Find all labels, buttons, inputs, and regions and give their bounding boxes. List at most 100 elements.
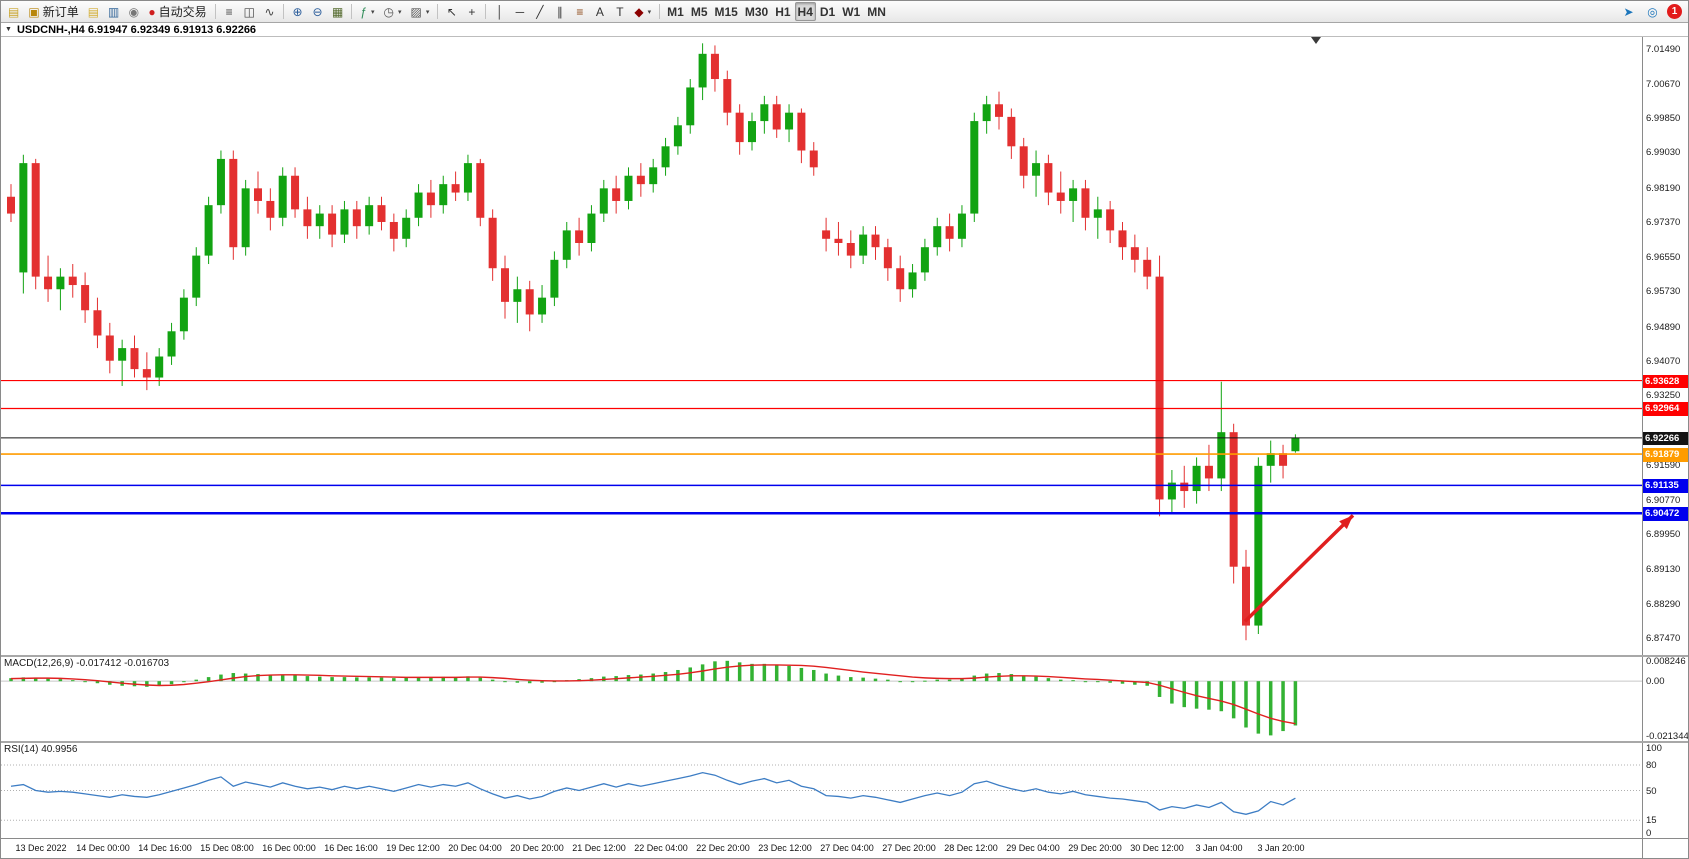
search-button[interactable]: ◎	[1643, 2, 1662, 21]
line-chart-icon: ∿	[264, 4, 275, 19]
price-tag-6.91135: 6.91135	[1643, 479, 1688, 493]
time-axis-label: 15 Dec 08:00	[200, 843, 254, 853]
time-axis[interactable]: 13 Dec 2022 14 Dec 00:00 14 Dec 16:00 15 De…	[1, 838, 1642, 858]
rsi-axis-label: 50	[1646, 785, 1657, 797]
rsi-line	[10, 771, 1296, 815]
text-button[interactable]: A	[590, 2, 609, 21]
new-chart-button[interactable]: ▤	[4, 2, 23, 21]
zoom-in-button[interactable]: ⊕	[288, 2, 307, 21]
vertical-line-button[interactable]: │	[490, 2, 509, 21]
new-order-button[interactable]: ▣ 新订单	[24, 2, 82, 21]
templates-button[interactable]: ▨ ▾	[407, 2, 434, 21]
periods-button[interactable]: ◷ ▾	[380, 2, 406, 21]
timeframe-m30-button[interactable]: M30	[742, 2, 771, 21]
chart-profiles-button[interactable]: ▤	[84, 2, 103, 21]
rsi-axis-label: 15	[1646, 815, 1657, 827]
price-axis-label: 6.89130	[1646, 563, 1681, 575]
trendline-button[interactable]: ╱	[530, 2, 549, 21]
time-axis-label: 14 Dec 16:00	[138, 843, 192, 853]
crosshair-button[interactable]: +	[462, 2, 481, 21]
price-axis-label: 6.99850	[1646, 112, 1681, 124]
tile-windows-button[interactable]: ▦	[328, 2, 347, 21]
main-chart-pane[interactable]	[1, 37, 1642, 655]
timeframe-h1-button[interactable]: H1	[772, 2, 793, 21]
fibonacci-button[interactable]: ≡	[570, 2, 589, 21]
indicators-icon: ƒ	[360, 4, 368, 19]
horizontal-line-button[interactable]: ─	[510, 2, 529, 21]
rsi-splitter[interactable]	[1, 741, 1688, 743]
timeframe-mn-button-label: MN	[867, 4, 886, 19]
community-button[interactable]: ➤	[1619, 2, 1638, 21]
zoom-out-icon: ⊖	[312, 4, 323, 19]
timeframe-h4-button[interactable]: H4	[794, 2, 816, 21]
rsi-axis[interactable]: 100 80 50 15 0	[1642, 743, 1688, 838]
timeframe-m15-button[interactable]: M15	[712, 2, 741, 21]
auto-trading-button-label: 自动交易	[158, 5, 207, 19]
text-label-button[interactable]: T	[610, 2, 629, 21]
macd-axis[interactable]: 0.008246 0.00 -0.021344	[1642, 657, 1688, 741]
macd-splitter[interactable]	[1, 655, 1688, 657]
timeframe-m1-button[interactable]: M1	[664, 2, 687, 21]
cursor-button[interactable]: ↖	[442, 2, 461, 21]
fibonacci-icon: ≡	[576, 4, 584, 19]
auto-trading-button[interactable]: ● 自动交易	[144, 2, 210, 21]
price-axis-label: 6.91590	[1646, 460, 1681, 472]
price-axis[interactable]: 7.01490 7.00670 6.99850 6.99030 6.98190 6.973…	[1642, 37, 1688, 655]
crosshair-icon: +	[468, 4, 476, 19]
price-axis-label: 6.88290	[1646, 598, 1681, 610]
new-chart-icon: ▤	[8, 4, 20, 19]
timeframe-w1-button[interactable]: W1	[839, 2, 863, 21]
timeframe-d1-button[interactable]: D1	[817, 2, 838, 21]
candlestick-chart-icon: ◫	[243, 4, 255, 19]
price-axis-label: 6.98190	[1646, 182, 1681, 194]
chart-shift-marker[interactable]	[1311, 37, 1321, 44]
price-axis-label: 6.93250	[1646, 390, 1681, 402]
price-tag-6.92964: 6.92964	[1643, 402, 1688, 416]
market-watch-button[interactable]: ▥	[104, 2, 123, 21]
candlestick-chart-button[interactable]: ◫	[240, 2, 259, 21]
toolbar-right: ➤ ◎ 1	[1619, 2, 1685, 21]
channel-icon: ∥	[556, 4, 563, 19]
macd-pane[interactable]: MACD(12,26,9) -0.017412 -0.016703	[1, 657, 1642, 741]
price-axis-label: 6.87470	[1646, 633, 1681, 645]
time-axis-label: 19 Dec 12:00	[386, 843, 440, 853]
rsi-pane[interactable]: RSI(14) 40.9956	[1, 743, 1642, 838]
timeframe-h1-button-label: H1	[775, 4, 791, 19]
timeframe-d1-button-label: D1	[819, 4, 836, 19]
indicators-button[interactable]: ƒ ▾	[356, 2, 378, 21]
cursor-icon: ↖	[446, 4, 457, 19]
zoom-out-button[interactable]: ⊖	[308, 2, 327, 21]
bar-chart-button[interactable]: ≡	[220, 2, 239, 21]
timeframe-m15-button-label: M15	[714, 4, 738, 19]
time-axis-label: 28 Dec 12:00	[944, 843, 998, 853]
rsi-axis-label: 100	[1646, 743, 1662, 754]
toolbar-separator	[659, 4, 661, 19]
chart-workspace: 7.01490 7.00670 6.99850 6.99030 6.98190 6.973…	[1, 37, 1688, 858]
timeframe-mn-button[interactable]: MN	[864, 2, 889, 21]
navigator-button[interactable]: ◉	[124, 2, 143, 21]
price-axis-label: 6.94890	[1646, 321, 1681, 333]
new-order-button-label: 新订单	[42, 5, 79, 19]
price-axis-label: 6.89950	[1646, 529, 1681, 541]
line-chart-button[interactable]: ∿	[260, 2, 279, 21]
periods-button-caret-icon: ▾	[398, 8, 402, 16]
time-axis-corner	[1642, 838, 1688, 858]
channel-button[interactable]: ∥	[550, 2, 569, 21]
chart-title-bar: ▼ USDCNH-,H4 6.91947 6.92349 6.91913 6.9…	[1, 23, 1688, 37]
time-axis-label: 13 Dec 2022	[15, 843, 67, 853]
rsi-axis-label: 0	[1646, 828, 1652, 838]
chart-title: USDCNH-,H4 6.91947 6.92349 6.91913 6.922…	[16, 23, 257, 36]
macd-histogram	[9, 660, 1298, 736]
shapes-button[interactable]: ◆ ▾	[630, 2, 655, 21]
indicators-button-caret-icon: ▾	[371, 8, 375, 16]
zoom-in-icon: ⊕	[292, 4, 303, 19]
timeframe-m5-button[interactable]: M5	[688, 2, 711, 21]
symbol-menu-icon[interactable]: ▼	[5, 26, 12, 33]
text-label-icon: T	[616, 4, 624, 19]
notifications-badge[interactable]: 1	[1667, 4, 1682, 19]
price-axis-label: 6.90770	[1646, 494, 1681, 506]
new-order-icon: ▣	[28, 4, 40, 19]
trend-arrow-annotation[interactable]	[1243, 514, 1355, 623]
macd-svg	[1, 660, 1642, 736]
timeframe-w1-button-label: W1	[842, 4, 861, 19]
